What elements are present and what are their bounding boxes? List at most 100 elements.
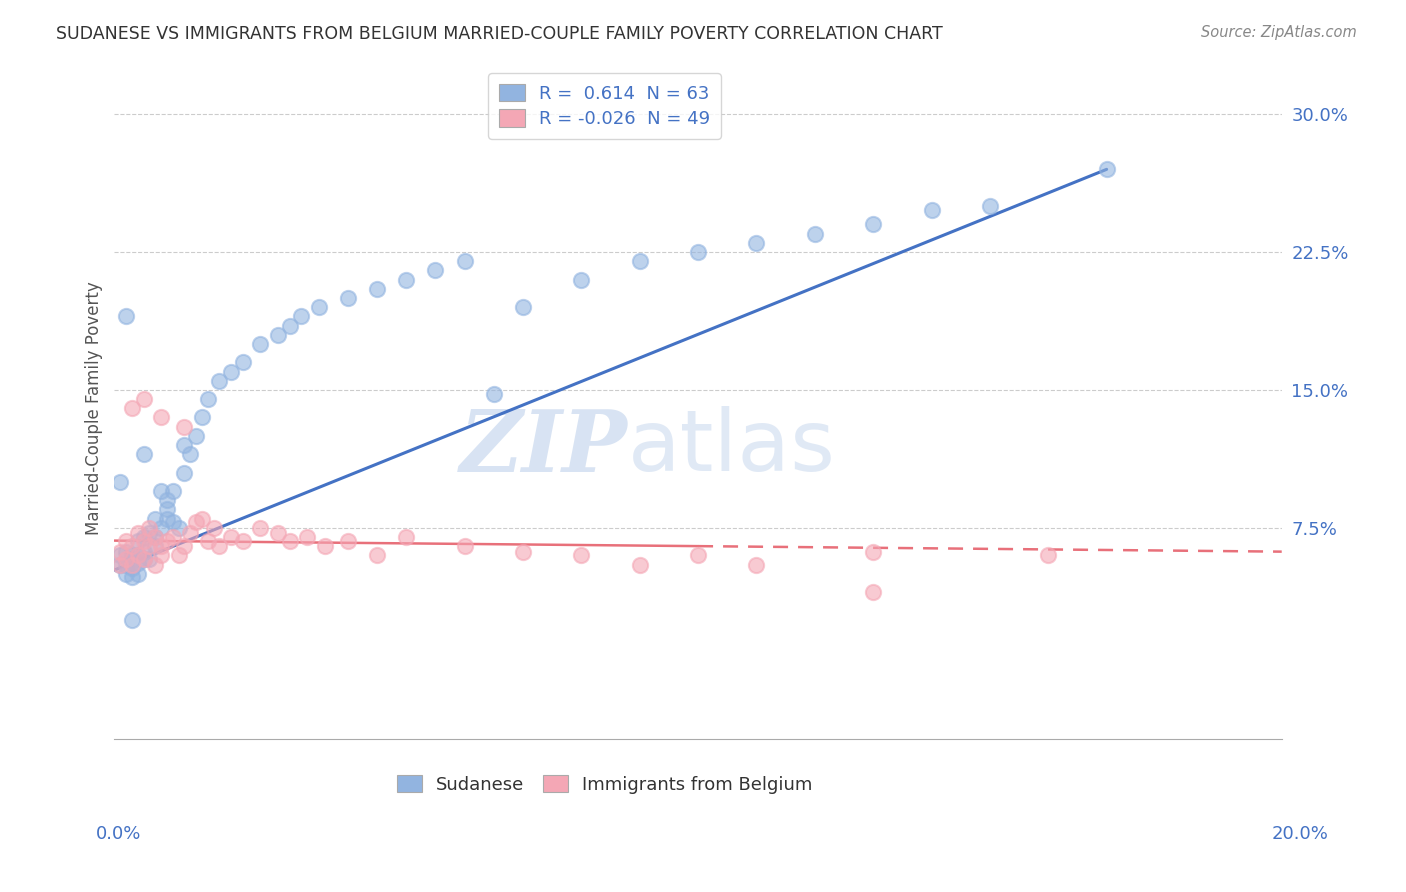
- Point: [308, 300, 330, 314]
- Point: [425, 263, 447, 277]
- Point: [1038, 549, 1060, 563]
- Point: [569, 549, 592, 563]
- Point: [208, 374, 231, 388]
- Point: [804, 227, 827, 241]
- Text: SUDANESE VS IMMIGRANTS FROM BELGIUM MARRIED-COUPLE FAMILY POVERTY CORRELATION CH: SUDANESE VS IMMIGRANTS FROM BELGIUM MARR…: [56, 25, 943, 43]
- Point: [290, 310, 312, 324]
- Point: [921, 202, 943, 217]
- Point: [132, 447, 155, 461]
- Point: [366, 549, 388, 563]
- Point: [862, 218, 884, 232]
- Point: [110, 544, 132, 558]
- Point: [121, 552, 143, 566]
- Point: [686, 549, 709, 563]
- Text: 20.0%: 20.0%: [1272, 825, 1329, 843]
- Point: [208, 539, 231, 553]
- Point: [121, 561, 143, 575]
- Point: [162, 483, 184, 498]
- Point: [156, 502, 179, 516]
- Y-axis label: Married-Couple Family Poverty: Married-Couple Family Poverty: [86, 281, 103, 535]
- Point: [156, 493, 179, 508]
- Point: [512, 300, 534, 314]
- Point: [132, 552, 155, 566]
- Point: [127, 549, 149, 563]
- Point: [143, 558, 166, 572]
- Point: [162, 530, 184, 544]
- Text: ZIP: ZIP: [460, 406, 628, 490]
- Point: [138, 539, 160, 553]
- Point: [184, 429, 207, 443]
- Point: [295, 530, 318, 544]
- Point: [336, 533, 359, 548]
- Point: [143, 539, 166, 553]
- Point: [197, 533, 219, 548]
- Point: [232, 355, 254, 369]
- Point: [138, 526, 160, 541]
- Point: [278, 533, 301, 548]
- Point: [121, 613, 143, 627]
- Point: [249, 337, 271, 351]
- Text: atlas: atlas: [628, 407, 837, 490]
- Point: [278, 318, 301, 333]
- Point: [110, 558, 132, 572]
- Point: [366, 282, 388, 296]
- Point: [150, 549, 173, 563]
- Point: [115, 544, 138, 558]
- Point: [191, 511, 214, 525]
- Point: [132, 392, 155, 406]
- Point: [127, 549, 149, 563]
- Point: [395, 272, 418, 286]
- Point: [150, 483, 173, 498]
- Text: 0.0%: 0.0%: [96, 825, 141, 843]
- Point: [156, 511, 179, 525]
- Point: [127, 566, 149, 581]
- Point: [127, 526, 149, 541]
- Point: [862, 585, 884, 599]
- Point: [150, 410, 173, 425]
- Point: [628, 558, 651, 572]
- Point: [249, 521, 271, 535]
- Point: [197, 392, 219, 406]
- Point: [1095, 162, 1118, 177]
- Point: [219, 530, 242, 544]
- Point: [121, 539, 143, 553]
- Point: [219, 364, 242, 378]
- Point: [132, 552, 155, 566]
- Point: [167, 521, 190, 535]
- Text: Source: ZipAtlas.com: Source: ZipAtlas.com: [1201, 25, 1357, 40]
- Point: [121, 549, 143, 563]
- Legend: Sudanese, Immigrants from Belgium: Sudanese, Immigrants from Belgium: [388, 766, 821, 803]
- Point: [314, 539, 336, 553]
- Point: [127, 533, 149, 548]
- Point: [115, 558, 138, 572]
- Point: [862, 544, 884, 558]
- Point: [745, 558, 768, 572]
- Point: [138, 521, 160, 535]
- Point: [167, 549, 190, 563]
- Point: [179, 526, 201, 541]
- Point: [336, 291, 359, 305]
- Point: [395, 530, 418, 544]
- Point: [115, 566, 138, 581]
- Point: [162, 515, 184, 529]
- Point: [121, 558, 143, 572]
- Point: [745, 235, 768, 250]
- Point: [115, 310, 138, 324]
- Point: [150, 539, 173, 553]
- Point: [156, 533, 179, 548]
- Point: [173, 539, 195, 553]
- Point: [482, 386, 505, 401]
- Point: [110, 558, 132, 572]
- Point: [110, 549, 132, 563]
- Point: [179, 447, 201, 461]
- Point: [686, 245, 709, 260]
- Point: [132, 530, 155, 544]
- Point: [191, 410, 214, 425]
- Point: [232, 533, 254, 548]
- Point: [115, 533, 138, 548]
- Point: [453, 254, 475, 268]
- Point: [202, 521, 225, 535]
- Point: [143, 530, 166, 544]
- Point: [132, 544, 155, 558]
- Point: [267, 327, 290, 342]
